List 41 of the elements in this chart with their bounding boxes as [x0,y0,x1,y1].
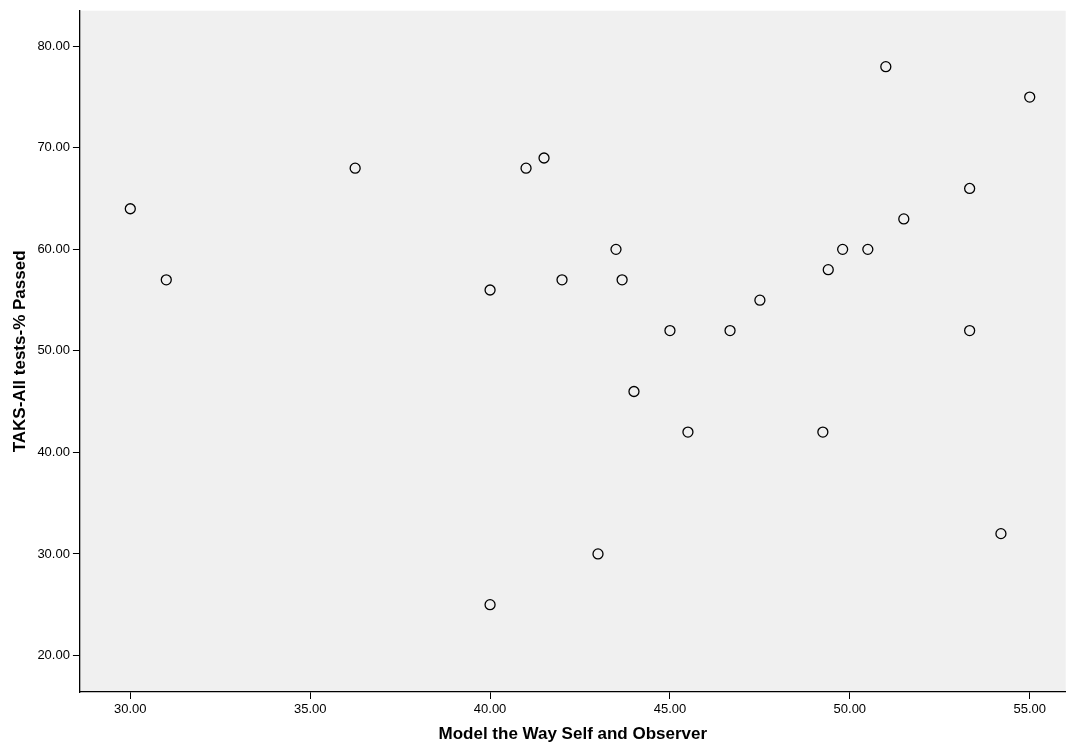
y-tick-label: 30.00 [37,545,70,561]
point [880,60,892,73]
point [1024,91,1036,103]
x-tick-label: 40.00 [473,701,507,717]
point [682,426,694,438]
point [836,243,849,256]
point [616,274,628,286]
point [484,599,496,611]
point [664,324,676,337]
y-tick-label: 50.00 [37,342,70,358]
point [628,385,640,398]
point [963,182,976,195]
x-axis-title: Model the Way Self and Observer [438,724,708,744]
x-tick-label: 30.00 [114,701,147,717]
point [592,548,604,560]
x-tick-label: 35.00 [293,701,327,717]
point [822,264,834,276]
point [349,162,361,174]
y-tick-label: 20.00 [37,647,70,663]
point [610,243,622,256]
x-tick-label: 55.00 [1013,701,1046,717]
point [995,527,1007,540]
point [898,213,910,225]
x-tick-label: 50.00 [833,701,867,717]
point [963,324,976,337]
point [862,243,874,256]
x-tick-label: 45.00 [653,701,687,717]
point [520,162,532,174]
point [817,426,829,438]
y-tick-label: 70.00 [37,139,70,155]
point [124,203,136,215]
point [556,274,568,286]
point [538,152,550,164]
point [484,284,496,296]
y-tick-label: 60.00 [37,240,70,256]
point [160,274,172,286]
point [754,294,766,306]
y-tick-label: 80.00 [37,37,70,53]
y-tick-label: 40.00 [37,443,70,459]
y-axis-title: TAKS-All tests-% Passed [9,250,29,453]
point [724,324,736,337]
